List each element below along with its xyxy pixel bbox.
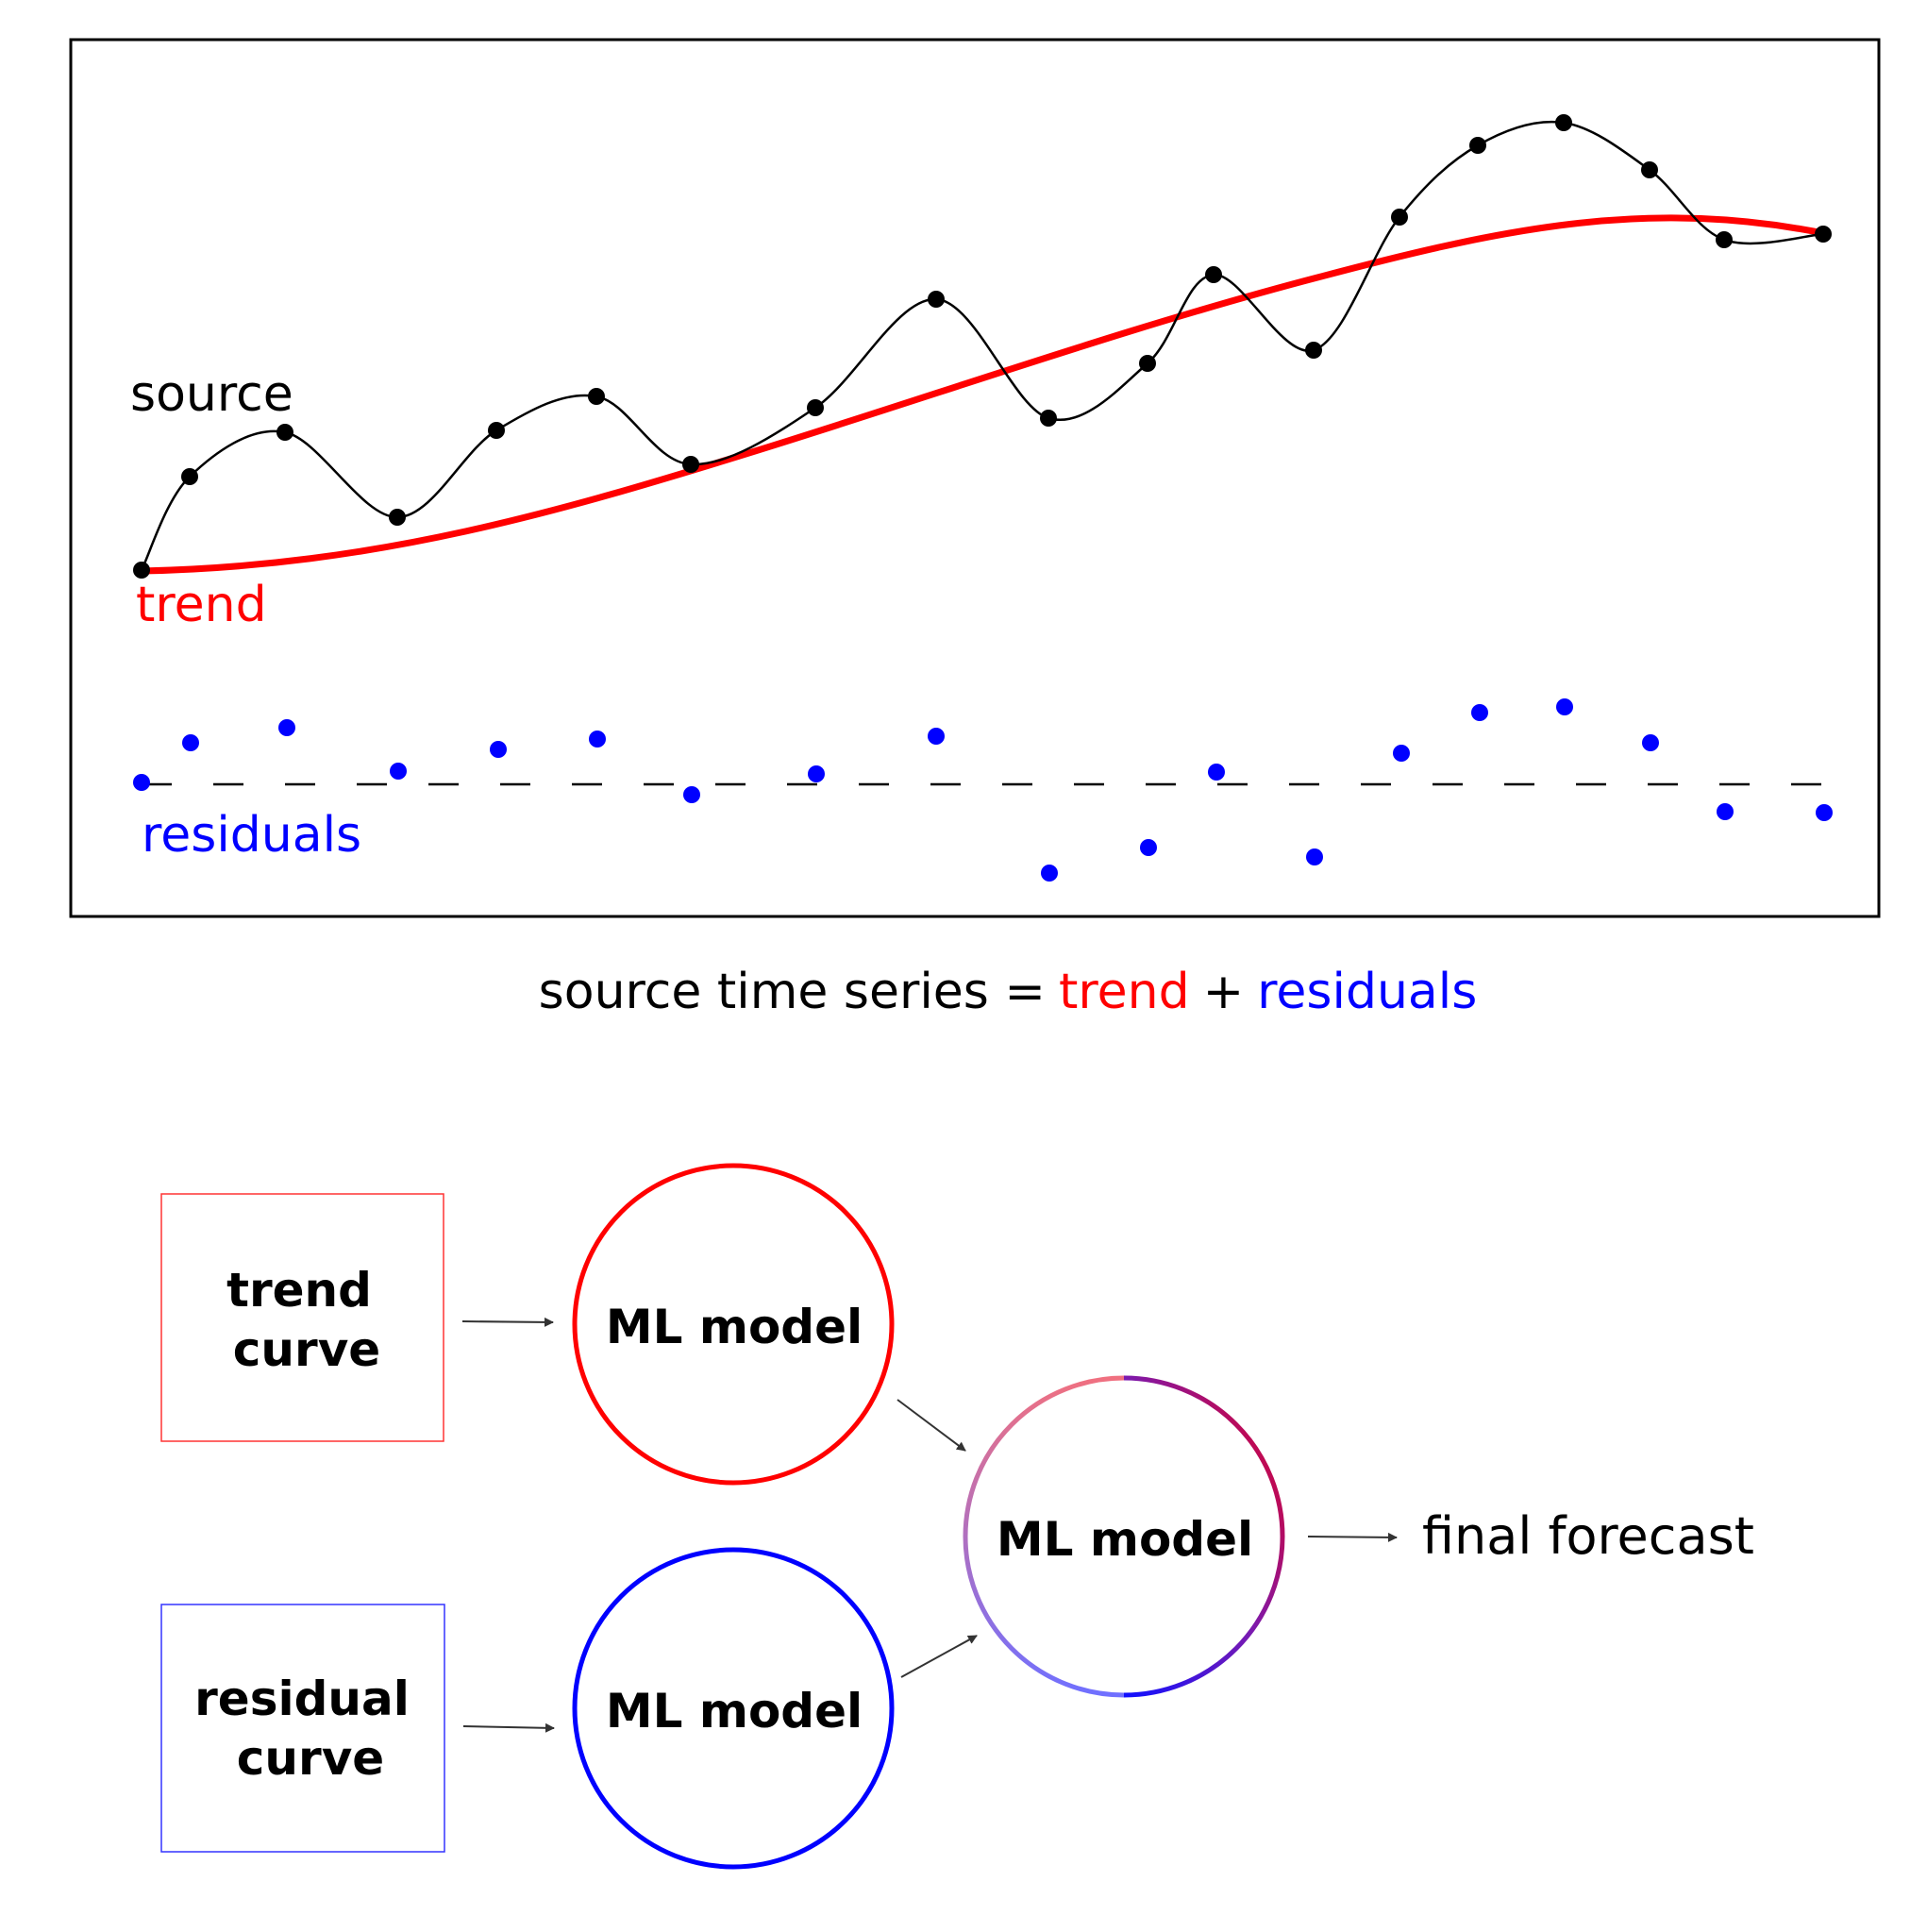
residual-point [1393, 745, 1410, 762]
residual-point [490, 741, 507, 758]
source-point [928, 291, 945, 308]
equation-lhs: source time series = [539, 964, 1046, 1020]
model-flow: trend curve residual curve ML model ML m… [160, 1163, 1754, 1870]
residual-box-line1: residual [194, 1672, 410, 1726]
residual-point [182, 734, 199, 751]
residual-point [1306, 848, 1323, 865]
residual-point [1717, 803, 1734, 820]
source-point [1469, 137, 1486, 154]
source-point [1139, 355, 1156, 372]
source-points [133, 114, 1832, 579]
residual-point [1208, 764, 1225, 781]
panel-frame [69, 38, 1881, 918]
trend-label: trend [136, 577, 267, 633]
source-point [588, 388, 605, 405]
trend-model-node [572, 1163, 895, 1486]
residual-point [1140, 839, 1157, 856]
residual-point [133, 774, 150, 791]
residual-point [1816, 804, 1833, 821]
combined-model-node-left [963, 1375, 1125, 1698]
trend-box-line2: curve [233, 1322, 380, 1377]
source-point [1716, 231, 1733, 248]
residual-point [278, 719, 295, 736]
residual-point [1556, 698, 1573, 715]
residual-point [390, 763, 407, 780]
source-point [389, 509, 406, 526]
trend-box-line1: trend [226, 1263, 372, 1318]
equation-residuals: residuals [1257, 964, 1477, 1020]
source-point [682, 456, 699, 473]
source-point [181, 468, 198, 485]
arrow-trend-model-to-combined [896, 1399, 966, 1452]
residual-point [1041, 865, 1058, 882]
source-curve [140, 120, 1824, 571]
equation-trend: trend [1059, 964, 1190, 1020]
decomposition-panel: source trend residuals [69, 38, 1881, 918]
trend-curve-box [160, 1193, 444, 1442]
residual-model-label: ML model [606, 1684, 863, 1739]
residual-box-line2: curve [237, 1731, 384, 1786]
residual-curve-box [160, 1604, 445, 1853]
residual-point [1642, 734, 1659, 751]
source-point [276, 424, 293, 441]
decomposition-equation: source time series = trend + residuals [539, 964, 1478, 1020]
source-point [1555, 114, 1572, 131]
source-point [1205, 266, 1222, 283]
residual-points [133, 698, 1833, 882]
combined-model-label: ML model [997, 1512, 1253, 1567]
source-point [1305, 342, 1322, 359]
residual-point [683, 786, 700, 803]
source-point [807, 399, 824, 416]
residual-point [1471, 704, 1488, 721]
residuals-label: residuals [142, 807, 361, 864]
residual-point [808, 765, 825, 782]
source-point [1391, 209, 1408, 226]
arrow-residual-model-to-combined [900, 1635, 978, 1678]
residual-model-node [572, 1547, 895, 1870]
final-forecast-label: final forecast [1422, 1506, 1754, 1566]
arrow-residual-to-model [462, 1722, 555, 1733]
source-point [1040, 410, 1057, 427]
source-label: source [130, 366, 293, 423]
arrow-trend-to-model [461, 1317, 554, 1327]
trend-curve [141, 214, 1829, 575]
source-point [488, 422, 505, 439]
source-point [133, 562, 150, 579]
residual-point [928, 728, 945, 745]
equation-plus: + [1203, 964, 1245, 1020]
source-point [1815, 226, 1832, 243]
residual-point [589, 731, 606, 748]
trend-model-label: ML model [606, 1300, 863, 1354]
source-point [1641, 161, 1658, 178]
combined-model-node-right [1123, 1375, 1285, 1698]
